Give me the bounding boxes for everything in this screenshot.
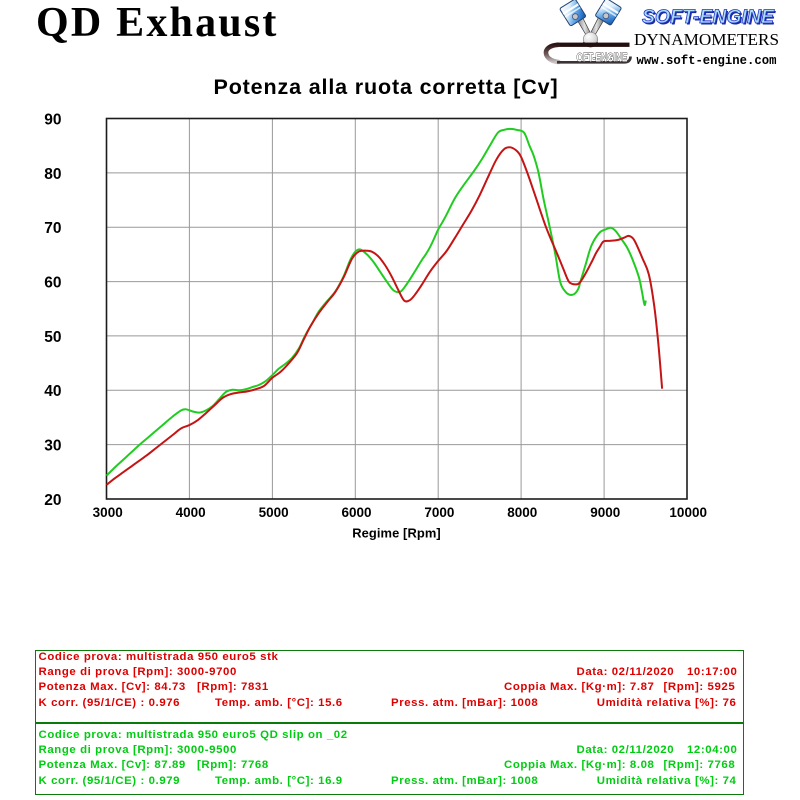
svg-text:80: 80 [44,166,61,183]
svg-text:30: 30 [44,438,61,455]
svg-text:4000: 4000 [176,505,206,520]
svg-text:Regime [Rpm]: Regime [Rpm] [352,526,441,541]
svg-text:40: 40 [44,383,61,400]
svg-text:5000: 5000 [259,505,289,520]
svg-text:OFT-ENGINE: OFT-ENGINE [577,51,628,65]
svg-text:www.soft-engine.com: www.soft-engine.com [637,53,777,68]
svg-text:60: 60 [44,275,61,292]
svg-text:90: 90 [44,111,61,128]
svg-text:DYNAMOMETERS: DYNAMOMETERS [634,30,779,49]
svg-text:7000: 7000 [424,505,454,520]
svg-text:10000: 10000 [669,505,707,520]
svg-text:SOFT-ENGINE: SOFT-ENGINE [642,6,775,28]
svg-text:6000: 6000 [341,505,371,520]
svg-text:70: 70 [44,220,61,237]
svg-text:8000: 8000 [507,505,537,520]
svg-text:3000: 3000 [93,505,123,520]
svg-text:9000: 9000 [590,505,620,520]
svg-text:50: 50 [44,329,61,346]
svg-text:20: 20 [44,492,61,509]
svg-text:SOFT-ENGINE: SOFT-ENGINE [643,8,776,30]
